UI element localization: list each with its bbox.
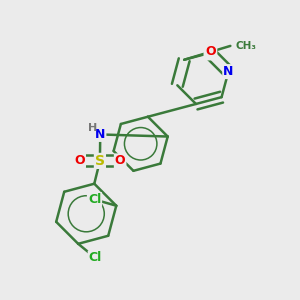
Text: H: H xyxy=(88,123,97,133)
Text: O: O xyxy=(206,45,216,58)
Text: N: N xyxy=(223,65,234,78)
Text: N: N xyxy=(205,46,215,59)
Text: CH₃: CH₃ xyxy=(236,41,257,51)
Text: Cl: Cl xyxy=(88,193,101,206)
Text: O: O xyxy=(115,154,125,167)
Text: S: S xyxy=(95,154,105,168)
Text: N: N xyxy=(95,128,105,141)
Text: O: O xyxy=(74,154,85,167)
Text: Cl: Cl xyxy=(89,251,102,264)
